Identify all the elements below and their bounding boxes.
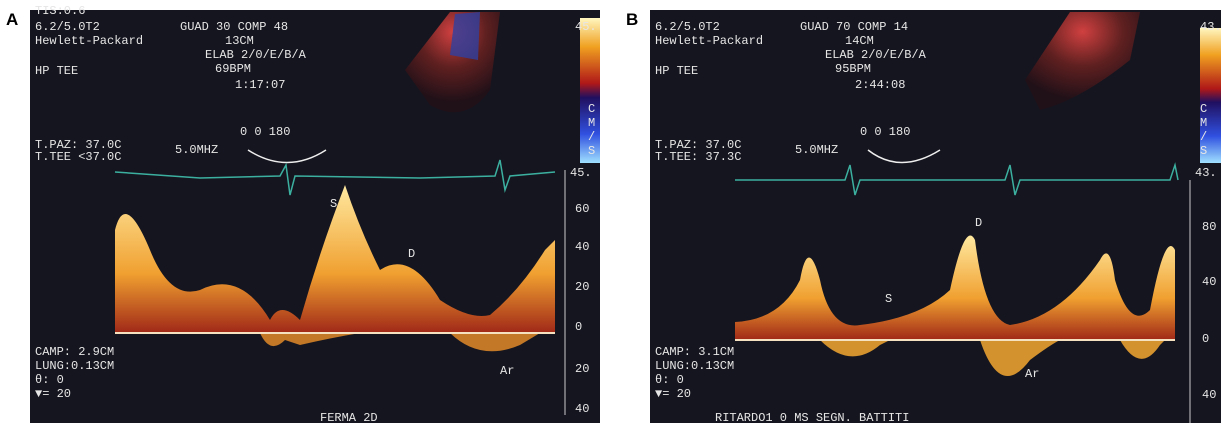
bpm: 95BPM <box>835 62 871 76</box>
velocity-tick-label: 0 <box>575 320 582 334</box>
panel-label: A <box>6 10 18 29</box>
lung: LUNG:0.13CM <box>655 359 734 373</box>
units-label: / <box>588 130 595 144</box>
units-label: C <box>1200 102 1207 116</box>
time: 1:17:07 <box>235 78 285 92</box>
panel-label: B <box>626 10 638 29</box>
units-label: C <box>588 102 595 116</box>
velocity-tick-label: 20 <box>575 362 589 376</box>
freq: 5.0MHZ <box>175 143 218 157</box>
wave-label: Ar <box>500 364 514 378</box>
units-label: S <box>588 144 595 158</box>
mode: HP TEE <box>35 64 78 78</box>
velocity-tick-label: 40 <box>575 402 589 416</box>
depth: 13CM <box>225 34 254 48</box>
velocity-tick-label: 40 <box>1202 275 1216 289</box>
scale-top: 45. <box>575 20 597 34</box>
t-tee: T.TEE <37.0C <box>35 150 121 164</box>
wave-label: S <box>330 197 337 211</box>
figure: A TIS:0.6 6.2/5.0T2 GUAD 30 COMP 48 Hewlett-… <box>0 0 1221 423</box>
velocity-tick-label: 0 <box>1202 332 1209 346</box>
velocity-tick-label: 40 <box>575 240 589 254</box>
angle: 0 0 180 <box>860 125 910 139</box>
lung: LUNG:0.13CM <box>35 359 114 373</box>
screen <box>30 10 600 423</box>
bpm: 69BPM <box>215 62 251 76</box>
color-flow <box>450 12 480 60</box>
wave-label: D <box>408 247 415 261</box>
velocity-tick-label: 40 <box>1202 388 1216 402</box>
gain: GUAD 30 COMP 48 <box>180 20 288 34</box>
panel-b <box>650 10 1221 423</box>
units-label: / <box>1200 130 1207 144</box>
scale-mid: 43. <box>1195 166 1217 180</box>
velocity-tick-label: 60 <box>575 202 589 216</box>
probe: 6.2/5.0T2 <box>655 20 720 34</box>
units-label: M <box>1200 116 1207 130</box>
depth: 14CM <box>845 34 874 48</box>
t-tee: T.TEE: 37.3C <box>655 150 741 164</box>
wave-label: S <box>885 292 892 306</box>
camp: CAMP: 3.1CM <box>655 345 734 359</box>
footer: FERMA 2D <box>320 411 378 423</box>
wave-label: D <box>975 216 982 230</box>
freq: 5.0MHZ <box>795 143 838 157</box>
scale-top: 43. <box>1200 20 1221 34</box>
maker: Hewlett-Packard <box>655 34 763 48</box>
mode: HP TEE <box>655 64 698 78</box>
elab: ELAB 2/0/E/B/A <box>825 48 927 62</box>
filter: ▼= 20 <box>35 387 71 401</box>
time: 2:44:08 <box>855 78 905 92</box>
gain: GUAD 70 COMP 14 <box>800 20 908 34</box>
elab: ELAB 2/0/E/B/A <box>205 48 307 62</box>
theta: θ: 0 <box>655 373 684 387</box>
footer: RITARDO1 0 MS SEGN. BATTITI <box>715 411 909 423</box>
velocity-tick-label: 80 <box>1202 220 1216 234</box>
wave-label: Ar <box>1025 367 1039 381</box>
top-line: TIS:0.6 <box>35 4 85 18</box>
units-label: S <box>1200 144 1207 158</box>
screen <box>650 10 1221 423</box>
filter: ▼= 20 <box>655 387 691 401</box>
camp: CAMP: 2.9CM <box>35 345 114 359</box>
velocity-tick-label: 20 <box>575 280 589 294</box>
units-label: M <box>588 116 595 130</box>
theta: θ: 0 <box>35 373 64 387</box>
scale-mid: 45. <box>570 166 592 180</box>
probe: 6.2/5.0T2 <box>35 20 100 34</box>
maker: Hewlett-Packard <box>35 34 143 48</box>
panel-a <box>30 10 600 423</box>
angle: 0 0 180 <box>240 125 290 139</box>
